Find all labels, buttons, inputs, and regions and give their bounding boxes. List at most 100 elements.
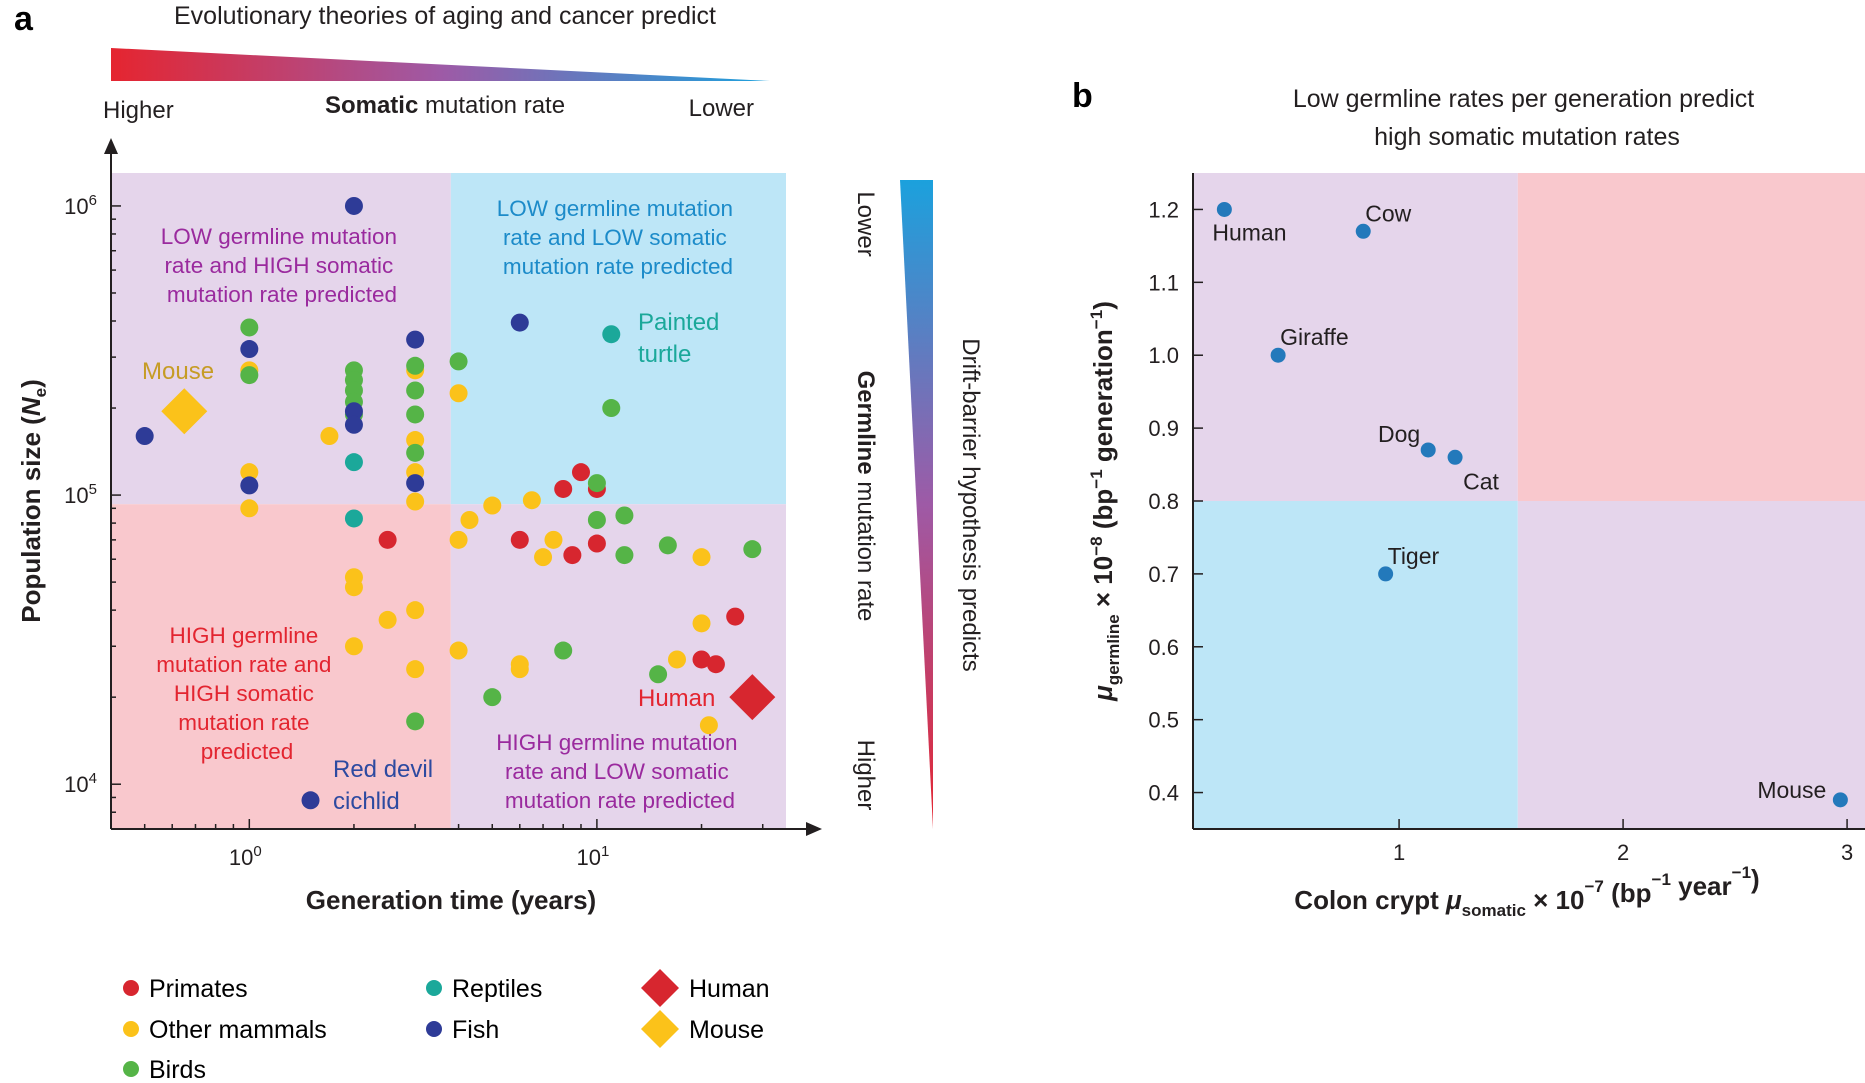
panel-a: a Evolutionary theories of aging and can… — [14, 0, 984, 1083]
panel-b-y-tick-label: 0.9 — [1148, 416, 1179, 441]
point-birds-8 — [406, 381, 425, 400]
legend-primates-label: Primates — [149, 975, 248, 1003]
point-birds-12 — [449, 352, 468, 371]
point-birds-14 — [554, 641, 573, 660]
panel-b-x-tick-label: 3 — [1841, 840, 1853, 865]
point-primates-3 — [571, 463, 590, 482]
point-primates-8 — [706, 655, 725, 674]
point-birds-19 — [615, 506, 634, 525]
point-primates-5 — [563, 546, 582, 565]
point-birds-10 — [406, 443, 425, 462]
panel-a-x-axis-label: Generation time (years) — [306, 885, 596, 915]
germline-rest: mutation rate — [852, 475, 879, 622]
red-devil-cichlid-annotation: Red devil cichlid — [333, 756, 440, 815]
label-dog: Dog — [1378, 421, 1420, 447]
point-other-mammals-6 — [344, 637, 363, 656]
legend-human-marker — [641, 969, 679, 1007]
point-birds-1 — [240, 366, 259, 385]
point-birds-16 — [587, 510, 606, 529]
panel-b-region-bottom-left — [1193, 501, 1518, 829]
point-cat — [1447, 449, 1463, 465]
somatic-gradient-wedge — [111, 48, 770, 81]
point-fish-7 — [406, 474, 425, 493]
point-primates-2 — [554, 479, 573, 498]
point-fish-0 — [344, 196, 363, 215]
panel-b-y-tick-label: 0.4 — [1148, 781, 1179, 806]
panel-b-label: b — [1072, 77, 1093, 115]
panel-b-axes: 0.4 0.5 0.6 0.7 0.8 0.9 1.0 1.1 1.2 1 2 3 — [1148, 173, 1865, 865]
germline-gradient-wedge — [900, 180, 933, 829]
point-other-mammals-1 — [240, 463, 259, 482]
panel-a-label: a — [14, 0, 34, 38]
label-giraffe: Giraffe — [1280, 324, 1349, 350]
panel-b-x-axis-label: Colon crypt μsomatic × 10−7 (bp−1 year−1… — [1294, 863, 1759, 920]
panel-b-y-tick-label: 0.6 — [1148, 635, 1179, 660]
label-cat: Cat — [1463, 468, 1499, 494]
point-other-mammals-22 — [534, 548, 553, 567]
point-reptiles-0 — [602, 325, 621, 344]
point-fish-5 — [344, 415, 363, 434]
point-primates-1 — [510, 530, 529, 549]
point-reptiles-2 — [344, 509, 363, 528]
somatic-rate-label: Somatic mutation rate — [325, 92, 565, 119]
point-other-mammals-14 — [449, 384, 468, 403]
point-other-mammals-20 — [510, 660, 529, 679]
panel-a-axes: 104 105 106 100 101 — [64, 138, 822, 870]
legend-mouse-label: Mouse — [689, 1016, 764, 1044]
point-birds-7 — [406, 356, 425, 375]
point-reptiles-1 — [344, 453, 363, 472]
region-top-left-text: LOW germline mutation rate and HIGH soma… — [161, 224, 404, 307]
point-giraffe — [1270, 347, 1286, 363]
point-other-mammals-2 — [240, 499, 259, 518]
point-other-mammals-26 — [692, 548, 711, 567]
point-birds-17 — [602, 399, 621, 418]
panel-a-y-axis-arrow — [104, 138, 118, 154]
point-mouse-diamond — [161, 388, 208, 435]
point-fish-1 — [135, 427, 154, 446]
germline-lower-label: Lower — [852, 191, 879, 256]
point-other-mammals-18 — [449, 641, 468, 660]
human-annotation: Human — [638, 685, 715, 712]
panel-b-x-tick-label: 2 — [1617, 840, 1629, 865]
point-dog — [1420, 442, 1436, 458]
panel-a-legend: Primates Other mammals Birds Reptiles Fi… — [123, 969, 770, 1083]
point-birds-13 — [483, 688, 502, 707]
panel-b-x-tick-label: 1 — [1393, 840, 1405, 865]
point-tiger — [1378, 566, 1394, 582]
panel-a-y-tick-label: 106 — [64, 192, 97, 219]
point-birds-11 — [406, 712, 425, 731]
legend-reptiles-marker — [426, 980, 442, 996]
region-bottom-left — [111, 504, 451, 829]
legend-birds-marker — [123, 1061, 139, 1077]
point-fish-8 — [510, 313, 529, 332]
point-human — [1216, 201, 1232, 217]
panel-a-right-title: Drift-barrier hypothesis predicts — [957, 338, 984, 671]
panel-a-points — [135, 196, 776, 810]
panel-b-y-tick-label: 0.5 — [1148, 708, 1179, 733]
point-other-mammals-24 — [667, 650, 686, 669]
panel-a-top-title: Evolutionary theories of aging and cance… — [174, 2, 716, 30]
point-other-mammals-3 — [320, 427, 339, 446]
point-primates-6 — [587, 534, 606, 553]
region-bottom-right-text: HIGH germline mutation rate and LOW soma… — [496, 730, 744, 813]
point-fish-9 — [301, 791, 320, 810]
label-cow: Cow — [1365, 200, 1411, 226]
point-primates-0 — [378, 530, 397, 549]
point-birds-21 — [658, 536, 677, 555]
point-mouse — [1832, 792, 1848, 808]
region-top-right-text: LOW germline mutation rate and LOW somat… — [497, 196, 740, 279]
legend-other-mammals-marker — [123, 1021, 139, 1037]
point-other-mammals-12 — [406, 601, 425, 620]
point-fish-3 — [240, 476, 259, 495]
panel-b-region-top-right — [1517, 173, 1865, 501]
point-other-mammals-13 — [406, 660, 425, 679]
panel-a-x-axis-arrow — [806, 822, 822, 836]
point-other-mammals-5 — [344, 578, 363, 597]
germline-higher-label: Higher — [852, 740, 879, 811]
region-top-left — [111, 173, 451, 505]
point-human-diamond — [729, 674, 776, 721]
legend-other-mammals-label: Other mammals — [149, 1016, 327, 1044]
legend-reptiles-label: Reptiles — [452, 975, 542, 1003]
point-birds-9 — [406, 405, 425, 424]
